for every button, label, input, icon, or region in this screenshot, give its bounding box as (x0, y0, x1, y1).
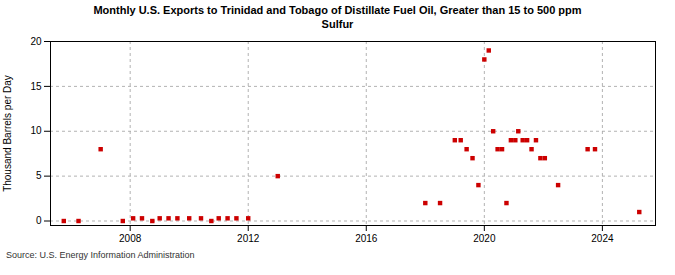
svg-text:2020: 2020 (473, 233, 496, 244)
html-text:Source: U.S. Energy Informatio: Source: U.S. Energy Information Administ… (6, 250, 195, 260)
svg-text:5: 5 (36, 170, 42, 181)
svg-text:2024: 2024 (591, 233, 614, 244)
svg-text:Thousand Barrels per Day: Thousand Barrels per Day (2, 75, 13, 192)
svg-text:10: 10 (30, 125, 42, 136)
svg-text:2012: 2012 (237, 233, 260, 244)
svg-text:2016: 2016 (355, 233, 378, 244)
html-text:Monthly U.S. Exports to Trinid: Monthly U.S. Exports to Trinidad and Tob… (93, 4, 582, 30)
svg-text:20: 20 (30, 36, 42, 47)
svg-text:0: 0 (36, 215, 42, 226)
svg-text:2008: 2008 (119, 233, 142, 244)
svg-text:15: 15 (30, 81, 42, 92)
